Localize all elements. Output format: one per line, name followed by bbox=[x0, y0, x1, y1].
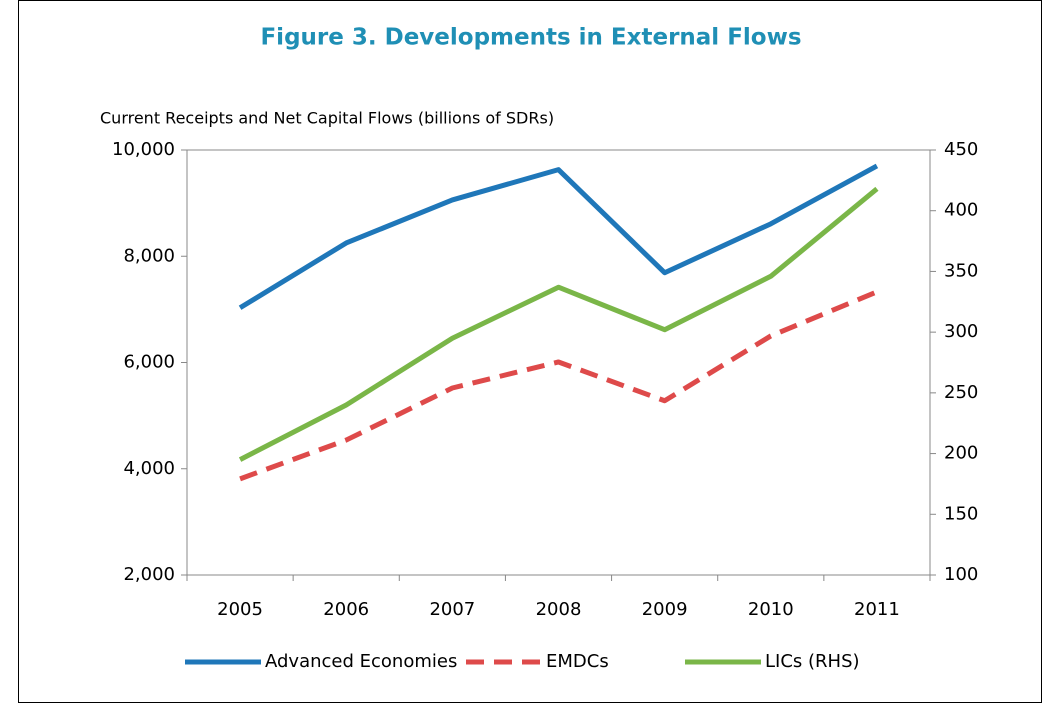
y-tick-label: 4,000 bbox=[123, 458, 175, 479]
legend-label: LICs (RHS) bbox=[765, 651, 860, 672]
x-tick-label: 2009 bbox=[642, 599, 688, 620]
y2-tick-label: 300 bbox=[944, 321, 978, 342]
x-tick-label: 2005 bbox=[217, 599, 263, 620]
y-tick-label: 2,000 bbox=[123, 564, 175, 585]
x-tick-label: 2011 bbox=[854, 599, 900, 620]
x-tick-label: 2008 bbox=[536, 599, 582, 620]
y2-tick-label: 350 bbox=[944, 260, 978, 281]
y-axis-label: Current Receipts and Net Capital Flows (… bbox=[100, 109, 554, 128]
y2-tick-label: 100 bbox=[944, 564, 978, 585]
y-tick-label: 8,000 bbox=[123, 245, 175, 266]
series-line bbox=[238, 163, 879, 310]
chart-title: Figure 3. Developments in External Flows bbox=[260, 25, 801, 51]
series-line bbox=[238, 186, 879, 462]
x-tick-label: 2006 bbox=[323, 599, 369, 620]
y2-tick-label: 250 bbox=[944, 382, 978, 403]
y-tick-label: 6,000 bbox=[123, 352, 175, 373]
y2-tick-label: 400 bbox=[944, 200, 978, 221]
y2-tick-label: 150 bbox=[944, 503, 978, 524]
y2-tick-label: 450 bbox=[944, 139, 978, 160]
x-tick-label: 2010 bbox=[748, 599, 794, 620]
y-tick-label: 10,000 bbox=[112, 139, 175, 160]
y2-tick-label: 200 bbox=[944, 443, 978, 464]
legend-label: Advanced Economies bbox=[265, 651, 457, 672]
frame bbox=[18, 0, 1042, 703]
x-tick-label: 2007 bbox=[429, 599, 475, 620]
series-line bbox=[239, 289, 878, 482]
legend-label: EMDCs bbox=[546, 651, 609, 672]
